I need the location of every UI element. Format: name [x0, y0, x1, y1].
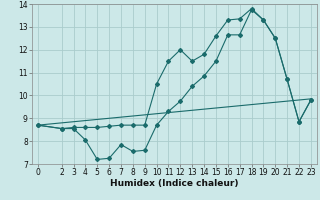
X-axis label: Humidex (Indice chaleur): Humidex (Indice chaleur) [110, 179, 239, 188]
